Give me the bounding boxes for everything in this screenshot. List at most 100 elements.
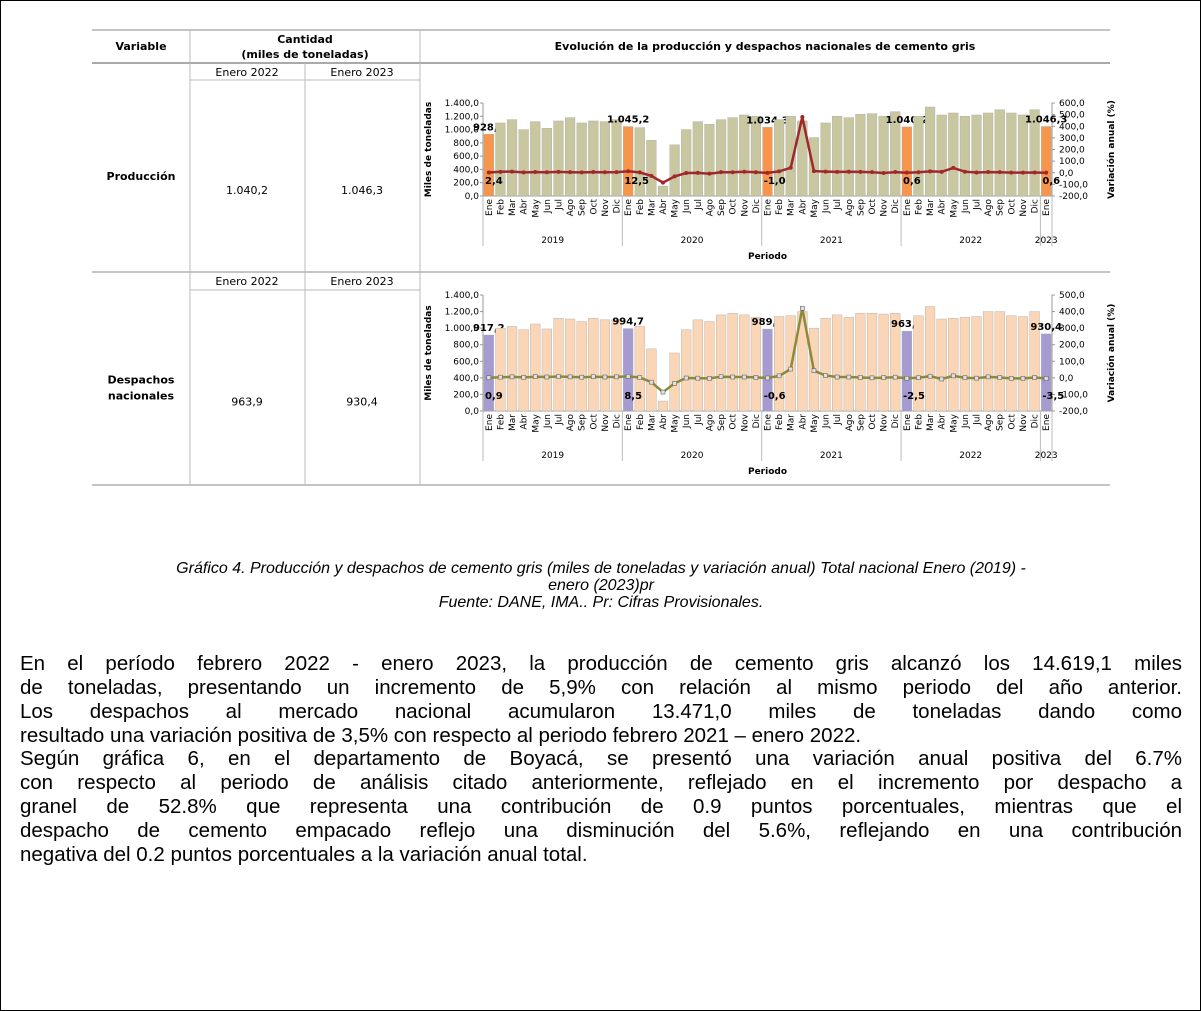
header-quantity: (miles de toneladas) <box>241 48 368 61</box>
line-marker <box>533 170 538 175</box>
line-marker <box>1032 170 1037 175</box>
text-line: con respecto al periodo de análisis cita… <box>20 771 1182 794</box>
y-axis-label: Miles de toneladas <box>424 102 434 197</box>
x-tick-label: Ene <box>764 414 774 431</box>
x-tick-label: Oct <box>1007 414 1017 430</box>
caption: Gráfico 4. Producción y despachos de cem… <box>20 560 1182 611</box>
line-marker <box>637 170 642 175</box>
x-tick-label: Nov <box>880 413 890 431</box>
bar <box>901 126 912 197</box>
x-tick-label: Feb <box>496 414 506 430</box>
line-marker <box>718 374 724 379</box>
bar <box>599 121 611 197</box>
bar <box>565 318 576 412</box>
column-header: Enero 2022 <box>215 66 278 79</box>
line-marker <box>614 170 619 175</box>
x-tick-label: Jul <box>833 199 843 211</box>
y2-tick-label: -100,0 <box>1059 390 1088 400</box>
bar <box>681 329 692 412</box>
x-tick-label: Ago <box>566 414 576 432</box>
line-value-label: -0,6 <box>764 391 786 402</box>
line-value-label: 12,5 <box>624 176 649 187</box>
x-tick-label: May <box>949 198 959 217</box>
x-tick-label: Oct <box>589 199 599 215</box>
table-with-charts: Variable Cantidad (miles de toneladas) E… <box>92 29 1117 486</box>
x-tick-label: Jul <box>973 414 983 426</box>
bar <box>681 129 692 197</box>
y2-tick-label: -200,0 <box>1059 407 1088 417</box>
x-tick-label: Abr <box>938 199 948 215</box>
bar <box>936 318 947 412</box>
bar <box>727 313 738 412</box>
x-tick-label: Jul <box>694 414 704 426</box>
line-marker <box>800 114 805 119</box>
line-marker <box>741 374 747 380</box>
bar <box>553 318 564 412</box>
cell-value: 963,9 <box>231 396 263 409</box>
x-tick-label: May <box>949 413 959 432</box>
x-tick-label: Jul <box>833 414 843 426</box>
x-tick-label: Dic <box>613 414 623 428</box>
y-tick-label: 600,0 <box>453 152 479 162</box>
line-marker <box>707 171 712 176</box>
bar-value-label: 994,7 <box>612 317 644 328</box>
x-tick-label: Ago <box>705 199 715 217</box>
line-marker <box>892 374 898 380</box>
line-marker <box>626 169 631 174</box>
bar <box>832 116 843 197</box>
x-tick-label: Sep <box>856 199 866 216</box>
x-tick-label: Feb <box>496 199 506 215</box>
x-tick-label: Ene <box>903 414 913 431</box>
x-tick-label: Feb <box>636 199 646 215</box>
bar <box>1041 126 1052 197</box>
x-tick-label: Oct <box>868 414 878 430</box>
cell-value: 930,4 <box>346 396 378 409</box>
bar <box>855 114 866 197</box>
x-tick-label: Ene <box>485 414 495 431</box>
x-tick-label: Nov <box>1019 198 1029 216</box>
row-label: Despachos <box>108 374 175 387</box>
line-marker <box>765 170 770 175</box>
x-tick-label: Sep <box>996 199 1006 216</box>
bar <box>611 119 622 197</box>
line-marker <box>823 169 828 174</box>
y-tick-label: 200,0 <box>453 390 479 400</box>
x-tick-label: May <box>810 413 820 432</box>
bar <box>924 106 936 197</box>
x-tick-label: Oct <box>729 199 739 215</box>
bar <box>565 117 576 197</box>
bar <box>657 185 669 197</box>
y-tick-label: 1.200,0 <box>445 308 480 318</box>
line-marker <box>962 169 967 174</box>
bar <box>739 114 750 197</box>
bar <box>739 314 750 412</box>
x-tick-label: Sep <box>856 414 866 431</box>
bar <box>924 306 936 412</box>
header-quantity: Cantidad <box>277 33 333 46</box>
y2-tick-label: 0,0 <box>1059 374 1074 384</box>
y2-tick-label: -200,0 <box>1059 192 1088 202</box>
x-tick-label: Abr <box>659 199 669 215</box>
x-tick-label: Ago <box>984 199 994 217</box>
line-value-label: -3,5 <box>1042 391 1064 402</box>
x-tick-label: Nov <box>880 198 890 216</box>
line-value-label: 0,9 <box>485 391 503 402</box>
line-marker <box>997 375 1003 380</box>
bar <box>588 318 599 412</box>
x-tick-label: Ene <box>764 199 774 216</box>
bar <box>832 314 843 412</box>
line-marker <box>904 170 909 175</box>
bar <box>750 116 761 197</box>
bar <box>530 121 541 197</box>
chart: 0,0 200,0 400,0 600,0 800,0 1.000,0 1.200,0 1.4… <box>424 99 1117 262</box>
line-marker <box>950 373 956 379</box>
y2-axis-label: Variación anual (%) <box>1106 100 1117 199</box>
line-marker <box>846 374 852 380</box>
line-marker <box>939 169 944 174</box>
x-group-label: 2022 <box>959 451 982 461</box>
x-axis-label: Periodo <box>748 467 787 477</box>
x-tick-label: Abr <box>520 199 530 215</box>
line-marker <box>602 374 608 380</box>
bar <box>994 109 1005 197</box>
x-tick-label: Abr <box>520 414 530 430</box>
